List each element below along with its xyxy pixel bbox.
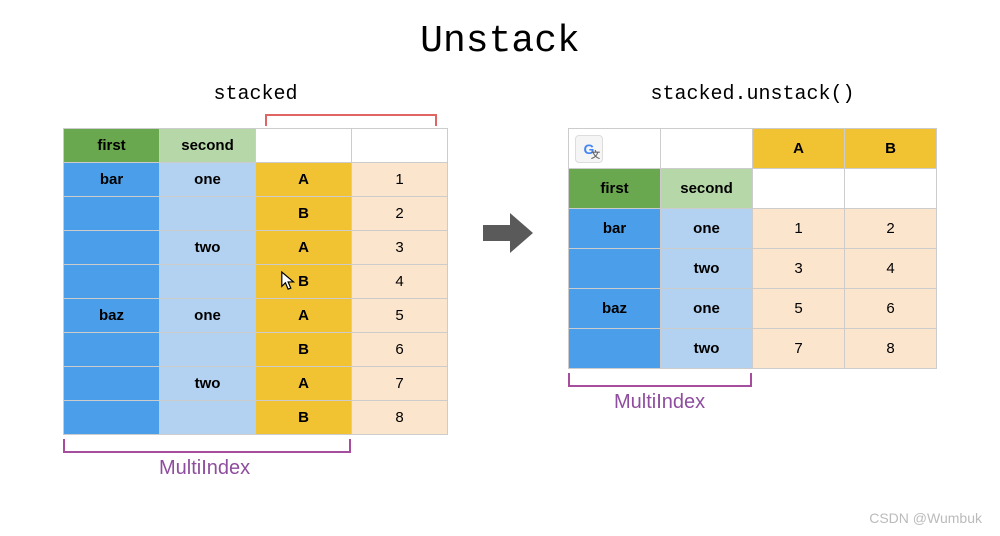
table-cell: 4	[352, 265, 448, 299]
table-cell: 2	[352, 197, 448, 231]
table-header-cell: B	[845, 129, 937, 169]
table-cell	[64, 333, 160, 367]
arrow-wrap	[478, 83, 538, 383]
table-cell: B	[256, 265, 352, 299]
table-cell: 8	[845, 329, 937, 369]
table-header-cell	[352, 129, 448, 163]
table-cell	[569, 249, 661, 289]
table-cell: 8	[352, 401, 448, 435]
table-cell: two	[661, 249, 753, 289]
table-header-cell: first	[569, 169, 661, 209]
top-bracket-left	[265, 114, 437, 126]
table-header-cell	[661, 129, 753, 169]
table-header-cell	[845, 169, 937, 209]
right-label: stacked.unstack()	[650, 83, 854, 106]
table-header-cell	[256, 129, 352, 163]
table-header-cell: second	[661, 169, 753, 209]
table-cell	[64, 401, 160, 435]
table-cell: 1	[352, 163, 448, 197]
table-cell: one	[661, 209, 753, 249]
table-cell: 3	[753, 249, 845, 289]
diagram-content: stacked firstsecondbaroneA1B2twoA3B4bazo…	[0, 83, 1000, 480]
table-cell: B	[256, 333, 352, 367]
table-cell	[64, 367, 160, 401]
stacked-table: firstsecondbaroneA1B2twoA3B4bazoneA5B6tw…	[63, 128, 448, 435]
table-cell: 4	[845, 249, 937, 289]
table-cell	[64, 197, 160, 231]
table-cell: one	[160, 299, 256, 333]
left-panel: stacked firstsecondbaroneA1B2twoA3B4bazo…	[63, 83, 448, 480]
table-cell	[569, 329, 661, 369]
table-cell: one	[661, 289, 753, 329]
multiindex-label-right: MultiIndex	[614, 391, 705, 414]
table-cell: A	[256, 299, 352, 333]
table-cell: baz	[64, 299, 160, 333]
table-cell	[64, 231, 160, 265]
table-cell: bar	[569, 209, 661, 249]
table-cell	[160, 197, 256, 231]
table-header-cell: A	[753, 129, 845, 169]
table-cell: two	[160, 231, 256, 265]
table-cell	[160, 401, 256, 435]
table-header-cell: first	[64, 129, 160, 163]
arrow-icon	[478, 203, 538, 263]
table-cell: A	[256, 231, 352, 265]
table-cell: one	[160, 163, 256, 197]
table-cell: 2	[845, 209, 937, 249]
multiindex-label-left: MultiIndex	[159, 457, 250, 480]
bottom-bracket-left	[63, 439, 351, 453]
google-translate-icon[interactable]: G文	[575, 135, 603, 163]
table-cell: A	[256, 367, 352, 401]
table-cell: 6	[845, 289, 937, 329]
table-cell: two	[160, 367, 256, 401]
table-cell: two	[661, 329, 753, 369]
bottom-bracket-right	[568, 373, 752, 387]
table-header-cell: second	[160, 129, 256, 163]
unstacked-table: G文 ABfirstsecondbarone12 two34 bazone56 two7…	[568, 128, 937, 369]
table-cell	[64, 265, 160, 299]
table-cell: 3	[352, 231, 448, 265]
watermark: CSDN @Wumbuk	[869, 510, 982, 526]
table-cell: B	[256, 197, 352, 231]
table-cell: 5	[753, 289, 845, 329]
table-cell: 7	[753, 329, 845, 369]
table-cell: 6	[352, 333, 448, 367]
table-cell: 1	[753, 209, 845, 249]
table-cell: A	[256, 163, 352, 197]
table-cell: 5	[352, 299, 448, 333]
table-cell: B	[256, 401, 352, 435]
table-cell: 7	[352, 367, 448, 401]
table-cell	[160, 333, 256, 367]
table-header-cell: G文	[569, 129, 661, 169]
right-panel: stacked.unstack() G文 ABfirstsecondbarone1…	[568, 83, 937, 414]
table-cell: baz	[569, 289, 661, 329]
table-header-cell	[753, 169, 845, 209]
table-cell: bar	[64, 163, 160, 197]
table-cell	[160, 265, 256, 299]
left-label: stacked	[213, 83, 297, 106]
page-title: Unstack	[0, 0, 1000, 83]
